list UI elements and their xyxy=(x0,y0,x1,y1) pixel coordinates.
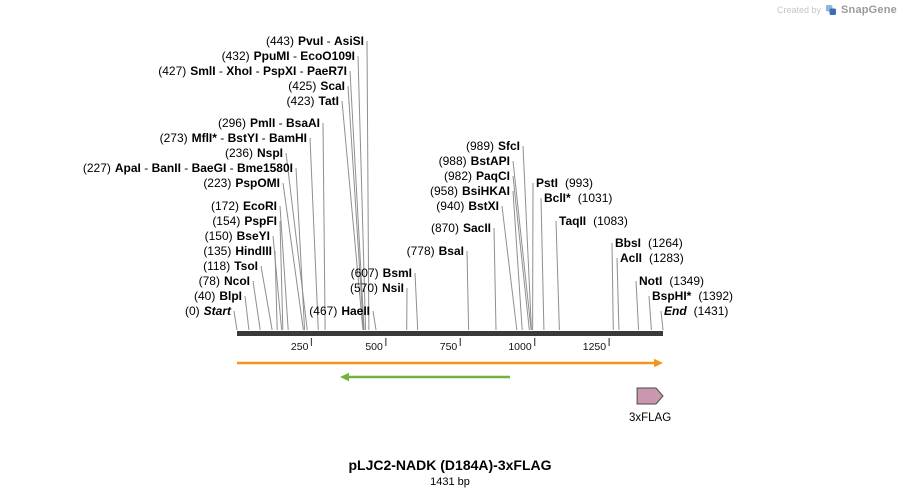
leader-line xyxy=(512,190,523,331)
leader-line xyxy=(512,175,530,331)
enzyme-label: (118) TsoI xyxy=(203,259,258,273)
enzyme-label: (423) TatI xyxy=(287,94,339,108)
leader-line xyxy=(512,160,532,331)
leader-line xyxy=(366,40,370,331)
enzyme-label: NotI (1349) xyxy=(639,274,704,288)
enzyme-label: (870) SacII xyxy=(431,221,491,235)
snapgene-logo-icon xyxy=(825,4,837,16)
leader-line xyxy=(555,220,560,331)
enzyme-label: (982) PaqCI xyxy=(444,169,510,183)
leader-line xyxy=(341,100,364,331)
leader-line xyxy=(466,250,470,331)
leader-line xyxy=(244,295,250,331)
ruler-tick-label: 250 xyxy=(291,341,309,353)
reverse-feature-arrow-head xyxy=(340,372,350,382)
plasmid-map: 250 500 750 1000 1250 (443) PvuI - AsiSI(432) P… xyxy=(83,34,733,424)
3xflag-feature-label: 3xFLAG xyxy=(629,412,671,424)
ruler-tick-label: 750 xyxy=(440,341,458,353)
enzyme-label: BbsI (1264) xyxy=(615,236,683,250)
leader-line xyxy=(252,280,261,331)
enzyme-label: (570) NsiI xyxy=(350,281,404,295)
enzyme-label: BclI* (1031) xyxy=(544,191,612,205)
leader-line xyxy=(233,310,238,331)
enzyme-label: PstI (993) xyxy=(536,176,593,190)
enzyme-label: (40) BlpI xyxy=(194,289,242,303)
leader-line xyxy=(279,205,289,331)
enzyme-label: (427) SmlI - XhoI - PspXI - PaeR7I xyxy=(158,64,347,78)
map-title: pLJC2-NADK (D184A)-3xFLAG xyxy=(348,457,552,473)
leader-line xyxy=(357,55,367,331)
leader-line xyxy=(540,197,545,331)
leader-line xyxy=(285,152,308,331)
enzyme-label: (988) BstAPI xyxy=(439,154,510,168)
enzyme-label: AclI (1283) xyxy=(620,251,684,265)
leader-line xyxy=(274,250,278,331)
enzyme-label: (940) BstXI xyxy=(436,199,499,213)
enzyme-label: (227) ApaI - BanII - BaeGI - Bme1580I xyxy=(83,161,293,175)
leader-line xyxy=(260,265,273,331)
enzyme-label: (296) PmlI - BsaAI xyxy=(218,116,320,130)
title-block: pLJC2-NADK (D184A)-3xFLAG 1431 bp xyxy=(0,457,900,488)
leader-line xyxy=(493,227,497,331)
watermark-brand: SnapGene xyxy=(840,4,897,16)
forward-construct-arrow-head xyxy=(654,358,663,368)
enzyme-label: (273) MflI* - BstYI - BamHI xyxy=(160,131,307,145)
leader-line xyxy=(372,310,377,331)
leader-line xyxy=(309,137,319,331)
leader-line xyxy=(611,242,614,331)
3xflag-feature-arrow xyxy=(636,387,664,405)
leader-line xyxy=(648,295,652,331)
enzyme-label: BspHI* (1392) xyxy=(652,289,733,303)
enzyme-label: End (1431) xyxy=(664,304,728,318)
ruler-tick-label: 1250 xyxy=(583,341,607,353)
leader-line xyxy=(272,235,283,331)
ruler-tick-label: 1000 xyxy=(508,341,532,353)
enzyme-label: (467) HaeII xyxy=(309,304,370,318)
leader-line xyxy=(279,220,284,331)
enzyme-label: (236) NspI xyxy=(225,146,283,160)
enzyme-label: (0) Start xyxy=(185,304,232,318)
watermark-created-by: Created by xyxy=(776,5,821,15)
enzyme-label: (958) BsiHKAI xyxy=(430,184,510,198)
leader-line xyxy=(349,70,365,331)
leader-line xyxy=(635,280,640,331)
enzyme-label: (607) BsmI xyxy=(351,266,412,280)
enzyme-label: TaqII (1083) xyxy=(559,214,628,228)
enzyme-label: (78) NcoI xyxy=(199,274,250,288)
leader-line xyxy=(282,182,304,331)
enzyme-label: (425) ScaI xyxy=(288,79,345,93)
leader-line xyxy=(660,310,664,331)
enzyme-label: (172) EcoRI xyxy=(211,199,277,213)
ruler-tick-label: 500 xyxy=(365,341,383,353)
leader-line xyxy=(414,272,419,331)
enzyme-label: (989) SfcI xyxy=(466,139,520,153)
map-length: 1431 bp xyxy=(430,476,470,488)
leader-line xyxy=(322,122,326,331)
leader-line xyxy=(616,257,620,331)
enzyme-label: (135) HindIII xyxy=(203,244,272,258)
enzyme-label: (223) PspOMI xyxy=(203,176,280,190)
leader-line xyxy=(522,145,532,331)
enzyme-label: (150) BseYI xyxy=(205,229,270,243)
enzyme-label: (443) PvuI - AsiSI xyxy=(266,34,364,48)
enzyme-label: (778) BsaI xyxy=(407,244,464,258)
leader-line xyxy=(295,167,306,331)
enzyme-label: (432) PpuMI - EcoO109I xyxy=(222,49,355,63)
watermark: Created by SnapGene xyxy=(777,4,897,16)
leader-line xyxy=(501,205,518,331)
sequence-bar xyxy=(237,331,663,336)
leader-line xyxy=(347,85,365,331)
enzyme-label: (154) PspFI xyxy=(212,214,277,228)
